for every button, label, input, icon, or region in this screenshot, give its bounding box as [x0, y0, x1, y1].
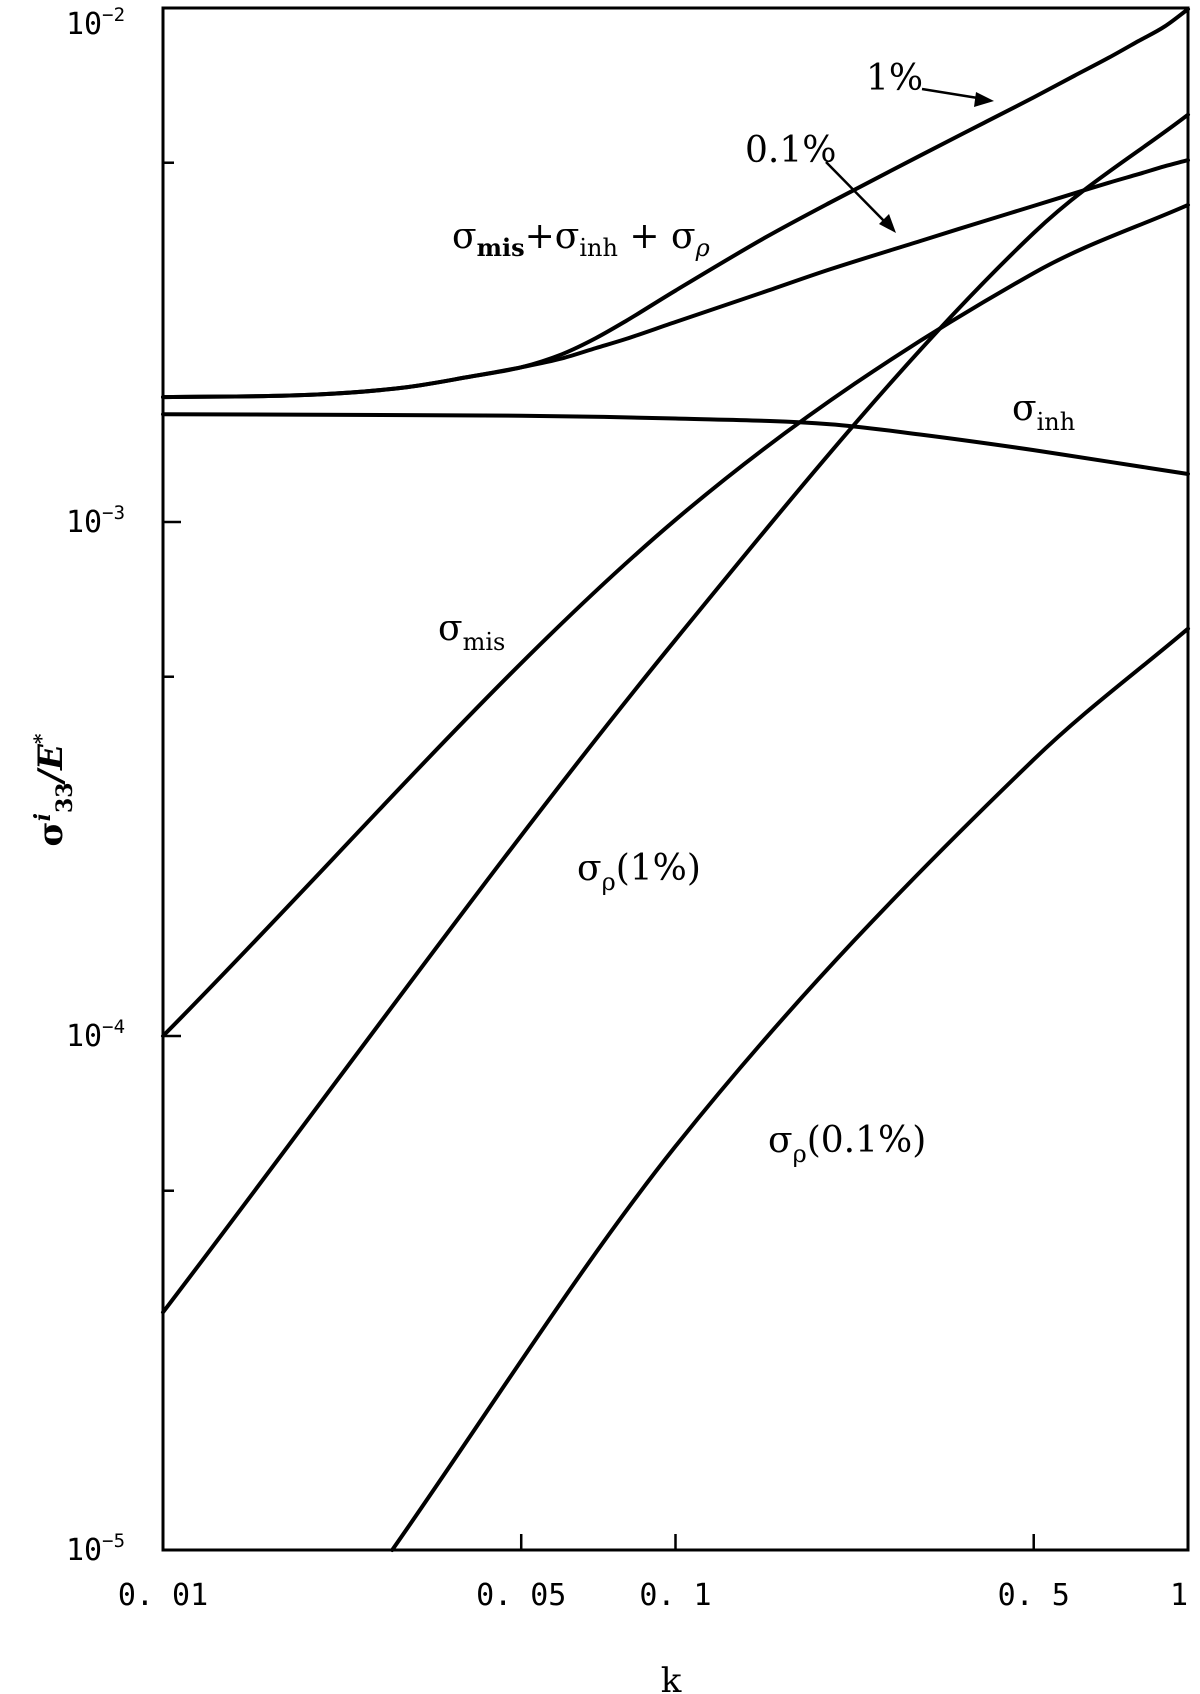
series-line-3	[161, 412, 1190, 476]
y-tick-labels: 10−2 10−3 10−4 10−5	[66, 4, 125, 1568]
label-sigma-rho-01pct: σρ(0.1%)	[768, 1120, 926, 1168]
label-total-stress: σmis+σinh + σρ	[452, 216, 710, 262]
x-tick-label-4: 0. 5	[998, 1578, 1070, 1613]
plot-frame	[161, 6, 1190, 1552]
label-01pct: 0.1%	[745, 130, 836, 171]
series-line-6	[390, 626, 1190, 1552]
series-line-2	[161, 158, 1190, 400]
label-sigma-rho-1pct: σρ(1%)	[577, 848, 701, 896]
x-tick-label-2: 0. 05	[476, 1578, 566, 1613]
y-tick-label-2: 10−3	[66, 502, 125, 540]
y-axis-title: σi33/E*	[29, 733, 78, 846]
series-group	[161, 7, 1190, 1552]
series-line-4	[161, 202, 1190, 1038]
series-line-5	[161, 112, 1190, 1315]
arrow-1pct	[921, 87, 985, 101]
y-tick-label-3: 10−4	[66, 1016, 125, 1054]
x-tick-labels: 0. 01 0. 05 0. 1 0. 5 1	[118, 1578, 1188, 1613]
x-tick-label-5: 1	[1170, 1578, 1188, 1613]
arrowhead-01pct	[879, 214, 896, 233]
y-tick-label-4: 10−5	[66, 1530, 125, 1568]
arrow-01pct	[825, 161, 887, 224]
arrowhead-1pct	[974, 92, 994, 107]
x-tick-label-1: 0. 01	[118, 1578, 208, 1613]
label-1pct: 1%	[866, 58, 923, 99]
series-line-1	[161, 7, 1190, 400]
x-axis-title: k	[661, 1661, 682, 1694]
y-tick-label-1: 10−2	[66, 4, 125, 42]
label-sigma-inh: σinh	[1012, 388, 1075, 436]
label-sigma-mis: σmis	[438, 608, 505, 656]
x-tick-label-3: 0. 1	[639, 1578, 711, 1613]
